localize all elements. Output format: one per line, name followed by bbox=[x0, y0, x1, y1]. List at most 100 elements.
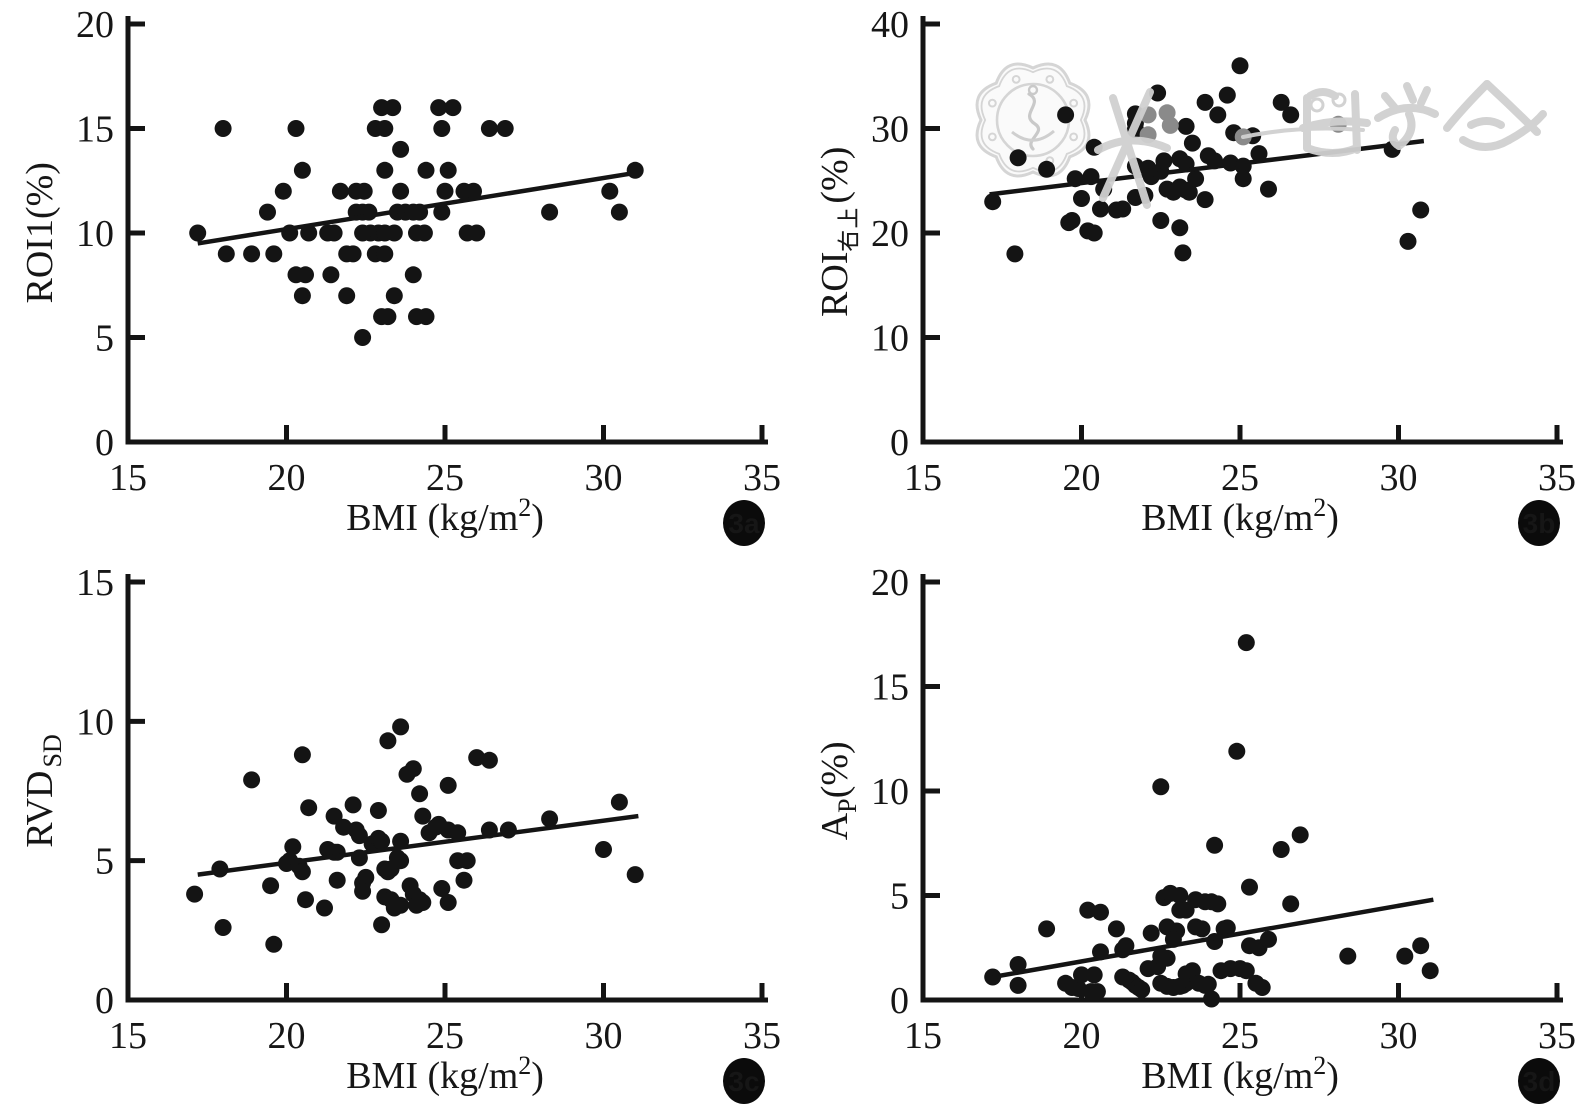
data-point bbox=[404, 266, 422, 284]
data-point bbox=[468, 224, 486, 242]
data-point bbox=[338, 287, 356, 305]
data-point bbox=[1260, 180, 1277, 198]
y-axis-label: AP(%) bbox=[814, 741, 862, 840]
data-point bbox=[1396, 947, 1414, 965]
panel-badge: 3d bbox=[1518, 1058, 1560, 1104]
panel-3d-svg: 15 20 25 30 35 0 5 10 15 20 BMI (kg/m 2) AP(%) 3d bbox=[814, 562, 1576, 1104]
x-tick-label: 35 bbox=[1538, 457, 1576, 499]
data-point bbox=[1206, 836, 1224, 854]
panel-3b: 15 20 25 30 35 0 10 20 30 40 BMI (kg/m 2) ROI (%) 3b bbox=[795, 0, 1589, 557]
data-point bbox=[373, 916, 391, 934]
trend-line bbox=[197, 813, 639, 877]
cjk-subscript-glyph bbox=[837, 208, 858, 228]
data-point bbox=[214, 120, 232, 137]
data-point bbox=[1117, 937, 1135, 955]
data-point bbox=[449, 824, 467, 842]
y-tick-label: 5 bbox=[95, 318, 114, 360]
data-point bbox=[601, 182, 619, 200]
svg-text:3b: 3b bbox=[1523, 508, 1556, 539]
data-point bbox=[1009, 149, 1027, 167]
y-tick-label: 40 bbox=[871, 4, 909, 46]
data-point bbox=[1133, 981, 1151, 999]
x-tick-label: 35 bbox=[743, 1015, 781, 1057]
data-point bbox=[1073, 190, 1090, 207]
data-point bbox=[1282, 895, 1300, 913]
svg-text:BMI (kg/m: BMI (kg/m bbox=[1141, 497, 1313, 539]
data-point bbox=[455, 871, 473, 889]
data-point bbox=[1399, 232, 1417, 250]
y-tick-label: 0 bbox=[95, 980, 114, 1022]
svg-text:): ) bbox=[1326, 1055, 1339, 1097]
data-point bbox=[1158, 949, 1176, 967]
data-point bbox=[1006, 245, 1024, 263]
data-point bbox=[439, 161, 457, 179]
data-point bbox=[433, 120, 451, 137]
x-tick-label: 20 bbox=[1063, 457, 1101, 499]
data-point bbox=[1241, 878, 1258, 896]
svg-text:3d: 3d bbox=[1523, 1066, 1556, 1097]
data-point bbox=[376, 161, 394, 179]
data-point bbox=[293, 746, 311, 764]
x-tick-label: 35 bbox=[743, 457, 781, 499]
data-point bbox=[189, 224, 207, 242]
data-point bbox=[1250, 145, 1268, 163]
data-point bbox=[385, 224, 403, 242]
data-point bbox=[1412, 937, 1430, 955]
data-point bbox=[433, 203, 451, 221]
svg-text:SD: SD bbox=[38, 734, 67, 767]
data-point bbox=[984, 193, 1002, 211]
x-tick-label: 15 bbox=[904, 457, 942, 499]
svg-text:): ) bbox=[1326, 497, 1339, 539]
svg-text:3a: 3a bbox=[728, 508, 760, 539]
data-point bbox=[355, 182, 373, 200]
y-tick-label: 30 bbox=[871, 109, 909, 151]
data-point bbox=[1228, 742, 1246, 760]
svg-text:ROI1(%): ROI1(%) bbox=[19, 162, 61, 303]
data-point bbox=[1171, 219, 1189, 237]
y-tick-label: 20 bbox=[76, 4, 114, 46]
data-point bbox=[1196, 93, 1214, 111]
x-tick-label: 30 bbox=[1380, 1015, 1418, 1057]
y-axis-label: ROI1(%) bbox=[19, 162, 61, 303]
data-point bbox=[408, 896, 425, 914]
svg-text:2: 2 bbox=[1313, 493, 1326, 522]
data-point bbox=[300, 224, 318, 242]
data-point bbox=[1088, 983, 1106, 1001]
data-point bbox=[373, 832, 391, 850]
data-point bbox=[1009, 956, 1027, 973]
y-tick-label: 0 bbox=[95, 422, 114, 464]
data-point bbox=[439, 894, 457, 911]
svg-text:(%): (%) bbox=[814, 741, 856, 798]
data-point bbox=[1174, 244, 1192, 262]
data-point bbox=[325, 807, 343, 825]
y-tick-label: 20 bbox=[871, 562, 909, 604]
data-point bbox=[379, 732, 397, 750]
data-point-faded bbox=[1161, 116, 1179, 134]
data-point bbox=[1272, 93, 1290, 111]
y-tick-label: 10 bbox=[871, 318, 909, 360]
x-tick-label: 15 bbox=[109, 457, 147, 499]
data-point bbox=[293, 287, 311, 305]
data-point bbox=[1187, 170, 1205, 188]
data-point bbox=[430, 99, 448, 117]
trend-line bbox=[197, 170, 639, 246]
data-point bbox=[322, 266, 340, 284]
svg-text:2: 2 bbox=[518, 1051, 531, 1080]
panel-3c-svg: 15 20 25 30 35 0 5 10 15 BMI (kg/m 2) RVD SD 3c bbox=[19, 562, 781, 1104]
y-tick-label: 20 bbox=[871, 213, 909, 255]
data-point bbox=[1209, 895, 1227, 913]
y-axis-label: RVD SD bbox=[19, 734, 67, 847]
data-point bbox=[392, 182, 410, 200]
data-point bbox=[1057, 106, 1075, 124]
y-tick-label: 10 bbox=[871, 771, 909, 813]
data-point bbox=[1107, 920, 1125, 938]
y-tick-label: 10 bbox=[76, 213, 114, 255]
y-tick-label: 0 bbox=[890, 980, 909, 1022]
data-point bbox=[1009, 976, 1027, 994]
x-tick-label: 25 bbox=[426, 1015, 464, 1057]
data-point bbox=[1142, 924, 1160, 942]
data-point bbox=[436, 182, 454, 200]
data-point bbox=[265, 935, 283, 953]
x-axis-label: BMI (kg/m 2) bbox=[1141, 493, 1339, 539]
